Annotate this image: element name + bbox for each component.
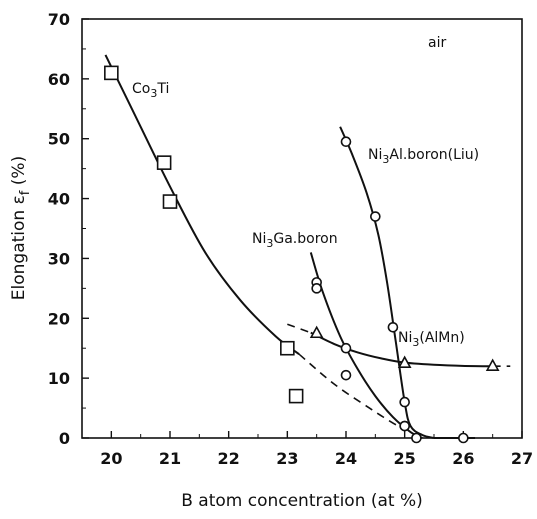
data-point-triangle xyxy=(397,355,412,368)
data-point-triangle xyxy=(485,358,500,371)
series-label-ni3ga: Ni3Ga.boron xyxy=(252,231,338,250)
x-tick-label: 24 xyxy=(335,449,357,468)
series-0-dashed-curve xyxy=(298,353,406,430)
series-0-curve xyxy=(104,54,300,355)
y-tick-label: 0 xyxy=(59,429,70,448)
y-tick-label: 70 xyxy=(48,10,70,29)
data-point-circle xyxy=(340,342,352,354)
data-point-circle xyxy=(399,420,410,432)
data-point-circle xyxy=(340,136,352,148)
series-1-curve xyxy=(309,252,423,439)
series-curves xyxy=(104,54,511,439)
x-tick-label: 21 xyxy=(159,449,181,468)
x-tick-label: 25 xyxy=(394,449,416,468)
data-point-triangle xyxy=(309,325,324,339)
data-point-circle xyxy=(399,396,410,408)
y-tick-label: 40 xyxy=(48,190,70,209)
data-point-square xyxy=(280,340,295,356)
data-point-square xyxy=(104,65,119,81)
y-axis-label: Elongation εf (%) xyxy=(9,156,33,300)
series-label-ni3al: Ni3Al.boron(Liu) xyxy=(368,147,479,166)
data-point-square xyxy=(162,194,178,209)
series-label-co3ti: Co3Ti xyxy=(132,81,169,100)
data-point-square xyxy=(288,388,304,404)
series-markers xyxy=(104,65,500,444)
y-tick-label: 60 xyxy=(48,70,70,89)
x-tick-label: 23 xyxy=(276,449,298,468)
x-tick-label: 20 xyxy=(100,449,122,468)
axis-ticks: 20 21 22 23 24 25 26 27 0 10 20 30 40 50 60 70 xyxy=(48,10,533,468)
x-tick-label: 26 xyxy=(452,449,474,468)
data-point-square xyxy=(156,155,172,170)
y-tick-label: 30 xyxy=(48,249,70,268)
data-point-circle xyxy=(311,283,322,294)
annotation-air: air xyxy=(428,35,446,51)
data-point-circle xyxy=(411,432,422,444)
data-point-circle xyxy=(340,369,352,381)
y-tick-label: 20 xyxy=(48,309,70,328)
data-point-circle xyxy=(458,432,469,444)
x-tick-label: 27 xyxy=(511,449,533,468)
series-3-dashed-curve xyxy=(287,323,312,334)
x-axis-label: B atom concentration (at %) xyxy=(181,491,423,511)
series-2-curve xyxy=(339,126,435,439)
y-tick-label: 10 xyxy=(48,369,70,388)
y-tick-label: 50 xyxy=(48,130,70,149)
data-point-circle xyxy=(387,321,399,333)
data-point-circle xyxy=(370,211,381,222)
series-3-curve xyxy=(310,331,493,368)
x-tick-label: 22 xyxy=(218,449,240,468)
series-label-ni3almn: Ni3(AlMn) xyxy=(398,330,465,349)
